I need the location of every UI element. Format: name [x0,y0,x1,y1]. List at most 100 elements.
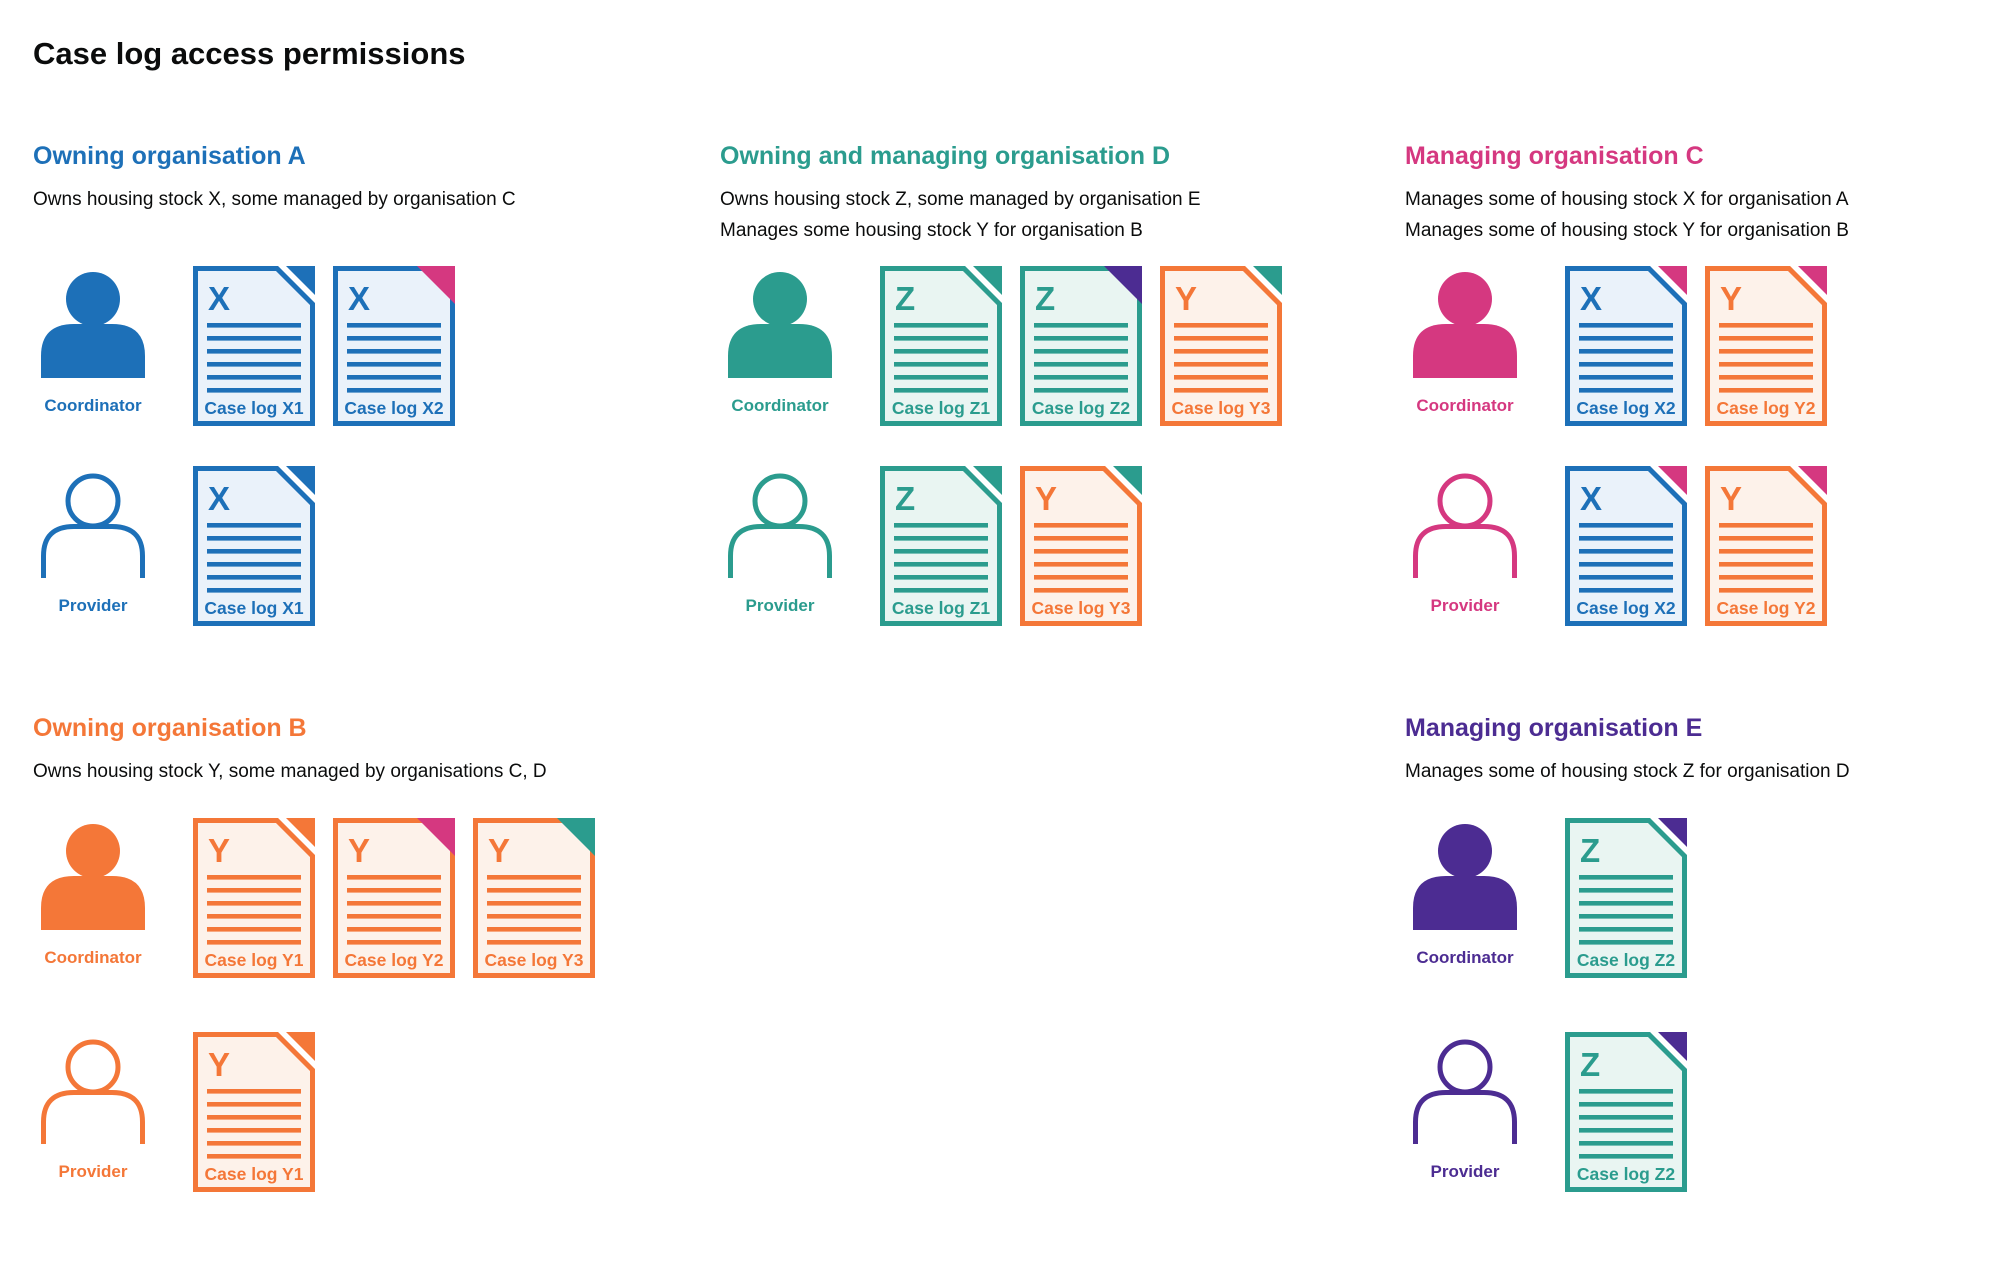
case-log-case-log-z2: Z Case log Z2 [1565,818,1687,978]
document-paper [193,466,315,626]
document-text-line [207,562,301,567]
coordinator-figure: Coordinator [41,272,145,416]
document-text-line [1579,1089,1673,1094]
document-text-line [1034,549,1128,554]
section-owning-organisation-a: Owning organisation A Owns housing stock … [33,140,673,626]
doc-letter: Y [1035,480,1057,517]
document-text-line [1034,375,1128,380]
case-log-document-icon: Y Case log Y3 [473,818,595,978]
document-text-line [347,349,441,354]
document-text-line [894,375,988,380]
document-text-line [1034,575,1128,580]
coordinator-row: Coordinator X Case log X2 Y Case log Y2 [1405,266,2000,438]
document-text-line [1034,323,1128,328]
doc-label: Case log Z1 [892,598,990,618]
person-head [1437,1039,1493,1095]
document-text-line [1174,349,1268,354]
case-log-document-icon: Z Case log Z2 [1565,1032,1687,1192]
page-title: Case log access permissions [33,36,466,71]
document-paper [1160,266,1282,426]
doc-label: Case log X1 [204,598,303,618]
case-log-case-log-x2: X Case log X2 [1565,466,1687,626]
document-text-line [1719,362,1813,367]
document-text-line [1174,362,1268,367]
provider-figure: Provider [1413,472,1517,616]
person-filled-icon [41,824,145,930]
document-text-line [207,927,301,932]
document-text-line [347,323,441,328]
provider-row: Provider X Case log X1 [33,466,673,638]
case-log-document-icon: Y Case log Y2 [1705,266,1827,426]
doc-label: Case log Y1 [205,950,304,970]
case-log-document-icon: Y Case log Y1 [193,818,315,978]
doc-label: Case log Z1 [892,398,990,418]
document-text-line [1719,323,1813,328]
case-log-document-icon: Y Case log Y3 [1020,466,1142,626]
person-filled-icon [1413,272,1517,378]
doc-label: Case log Y2 [345,950,444,970]
document-text-line [207,901,301,906]
document-text-line [1579,536,1673,541]
document-paper [1020,266,1142,426]
doc-letter: Y [348,832,370,869]
doc-letter: X [348,280,370,317]
case-log-case-log-x2: X Case log X2 [333,266,455,426]
document-text-line [1579,1102,1673,1107]
doc-letter: X [1580,280,1602,317]
document-text-line [207,549,301,554]
person-body [41,524,145,578]
document-text-line [1579,349,1673,354]
folded-corner [286,1032,315,1061]
document-text-line [1034,523,1128,528]
provider-figure: Provider [728,472,832,616]
case-log-document-icon: X Case log X2 [1565,266,1687,426]
person-head [752,473,808,529]
role-label: Coordinator [1416,948,1514,967]
document-text-line [1579,1154,1673,1159]
document-paper [1565,466,1687,626]
folded-corner [1798,266,1827,295]
doc-label: Case log X1 [204,398,303,418]
person-body [1413,876,1517,930]
doc-letter: X [208,480,230,517]
case-log-document-icon: Z Case log Z2 [1565,818,1687,978]
document-text-line [207,588,301,593]
document-text-line [1579,588,1673,593]
person-body [728,324,832,378]
document-text-line [1174,388,1268,393]
case-log-document-icon: Z Case log Z2 [1020,266,1142,426]
document-paper [193,1032,315,1192]
doc-label: Case log Y1 [205,1164,304,1184]
section-heading: Managing organisation E [1405,714,1703,742]
document-text-line [894,349,988,354]
folded-corner [417,266,455,304]
folded-corner [1113,466,1142,495]
document-text-line [347,336,441,341]
coordinator-row: Coordinator Y Case log Y1 Y Case log Y2 … [33,818,673,990]
provider-figure: Provider [1413,1038,1517,1182]
document-paper [333,266,455,426]
person-head [1437,473,1493,529]
document-text-line [1719,575,1813,580]
document-text-line [894,323,988,328]
document-text-line [207,575,301,580]
document-text-line [894,336,988,341]
document-text-line [1719,336,1813,341]
document-text-line [207,1154,301,1159]
document-paper [880,266,1002,426]
document-text-line [207,1115,301,1120]
document-text-line [894,562,988,567]
role-label: Coordinator [44,948,142,967]
document-paper [1705,266,1827,426]
document-text-line [1579,362,1673,367]
document-text-line [894,523,988,528]
document-text-line [207,336,301,341]
person-head [65,1039,121,1095]
document-text-line [1719,588,1813,593]
case-log-case-log-z2: Z Case log Z2 [1020,266,1142,426]
document-text-line [207,349,301,354]
document-text-line [347,875,441,880]
section-managing-organisation-e: Managing organisation E Manages some of h… [1405,712,2000,1192]
role-label: Provider [745,596,815,615]
document-text-line [1579,1115,1673,1120]
